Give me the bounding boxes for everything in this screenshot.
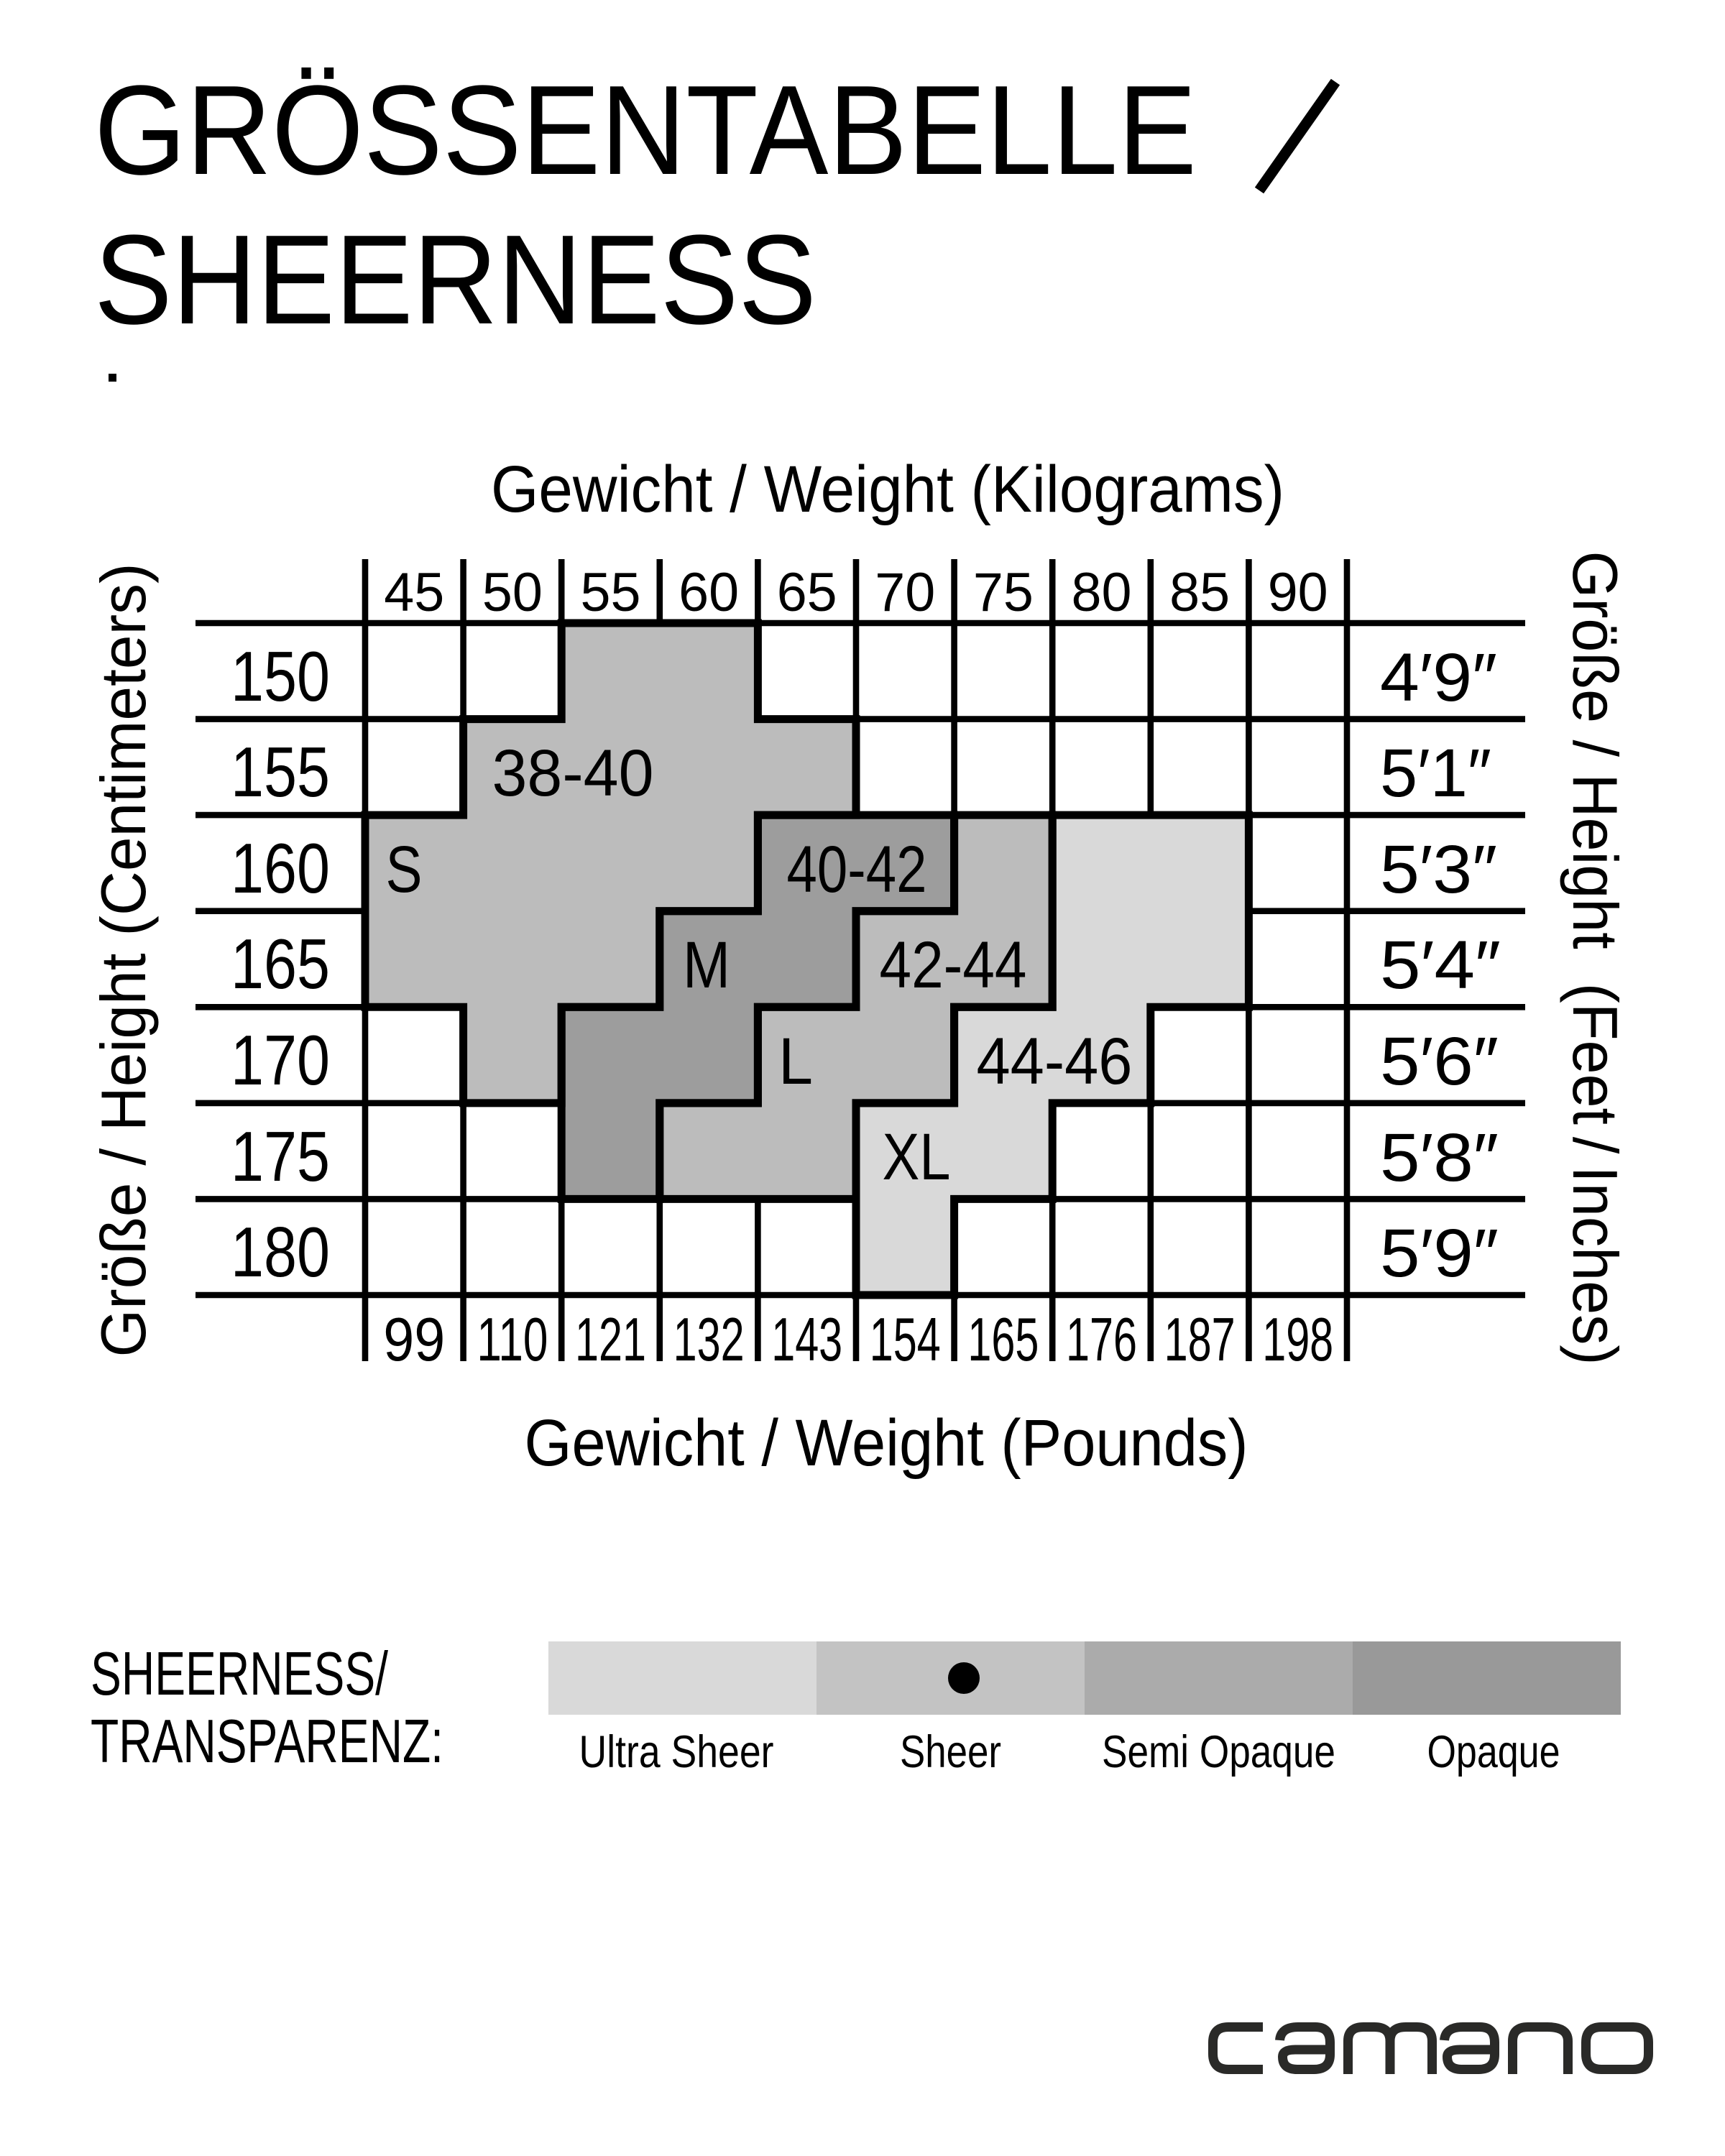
svg-text:5′8″: 5′8″ [1380, 1120, 1499, 1196]
svg-text:40-42: 40-42 [787, 833, 927, 906]
svg-text:155: 155 [231, 732, 330, 811]
svg-text:S: S [386, 833, 423, 906]
svg-text:80: 80 [1072, 562, 1132, 623]
svg-text:75: 75 [973, 562, 1034, 623]
svg-text:70: 70 [875, 562, 935, 623]
svg-text:132: 132 [673, 1306, 745, 1374]
svg-text:GRÖSSENTABELLE: GRÖSSENTABELLE [94, 59, 1197, 201]
svg-text:85: 85 [1169, 562, 1230, 623]
svg-text:SHEERNESS: SHEERNESS [94, 208, 816, 351]
svg-text:5′1″: 5′1″ [1380, 735, 1491, 811]
svg-text:5′4″: 5′4″ [1380, 927, 1501, 1003]
svg-text:45: 45 [384, 562, 444, 623]
svg-text:Opaque: Opaque [1427, 1727, 1560, 1777]
svg-text:Gewicht / Weight (Kilograms): Gewicht / Weight (Kilograms) [491, 453, 1284, 526]
svg-text:90: 90 [1268, 562, 1328, 623]
svg-text:60: 60 [678, 562, 739, 623]
svg-text:M: M [683, 929, 730, 1002]
svg-text:Semi Opaque: Semi Opaque [1102, 1727, 1335, 1777]
svg-text:170: 170 [231, 1021, 330, 1100]
svg-text:121: 121 [575, 1306, 646, 1374]
svg-text:44-46: 44-46 [977, 1025, 1133, 1098]
svg-text:175: 175 [231, 1117, 330, 1196]
svg-text:176: 176 [1066, 1306, 1137, 1374]
svg-text:Gewicht / Weight (Pounds): Gewicht / Weight (Pounds) [525, 1406, 1248, 1480]
svg-text:SHEERNESS/: SHEERNESS/ [91, 1640, 388, 1708]
svg-text:154: 154 [870, 1306, 941, 1374]
svg-text:50: 50 [482, 562, 543, 623]
svg-text:55: 55 [581, 562, 641, 623]
svg-text:38-40: 38-40 [492, 737, 654, 810]
svg-text:XL: XL [883, 1120, 951, 1194]
svg-text:5′6″: 5′6″ [1380, 1023, 1499, 1100]
svg-text:42-44: 42-44 [880, 929, 1027, 1002]
svg-text:99: 99 [383, 1306, 445, 1374]
svg-text:165: 165 [967, 1306, 1039, 1374]
svg-text:143: 143 [771, 1306, 842, 1374]
svg-text:5′3″: 5′3″ [1380, 831, 1497, 908]
svg-text:L: L [778, 1025, 813, 1098]
svg-text:160: 160 [231, 829, 330, 908]
svg-text:4′9″: 4′9″ [1380, 640, 1497, 716]
svg-text:Ultra Sheer: Ultra Sheer [579, 1727, 774, 1777]
svg-text:5′9″: 5′9″ [1380, 1215, 1499, 1291]
svg-text:Größe / Height (Centimeters): Größe / Height (Centimeters) [88, 563, 159, 1358]
svg-text:198: 198 [1262, 1306, 1333, 1374]
svg-text:180: 180 [231, 1212, 330, 1291]
svg-text:65: 65 [777, 562, 837, 623]
svg-text:110: 110 [477, 1306, 548, 1374]
svg-text:Größe / Height (Feet / Inches: Größe / Height (Feet / Inches) [1560, 551, 1631, 1365]
svg-text:TRANSPARENZ:: TRANSPARENZ: [91, 1708, 443, 1776]
svg-text:Sheer: Sheer [900, 1727, 1001, 1777]
svg-text:150: 150 [231, 637, 330, 716]
svg-text:165: 165 [231, 924, 330, 1003]
svg-text:187: 187 [1164, 1306, 1236, 1374]
